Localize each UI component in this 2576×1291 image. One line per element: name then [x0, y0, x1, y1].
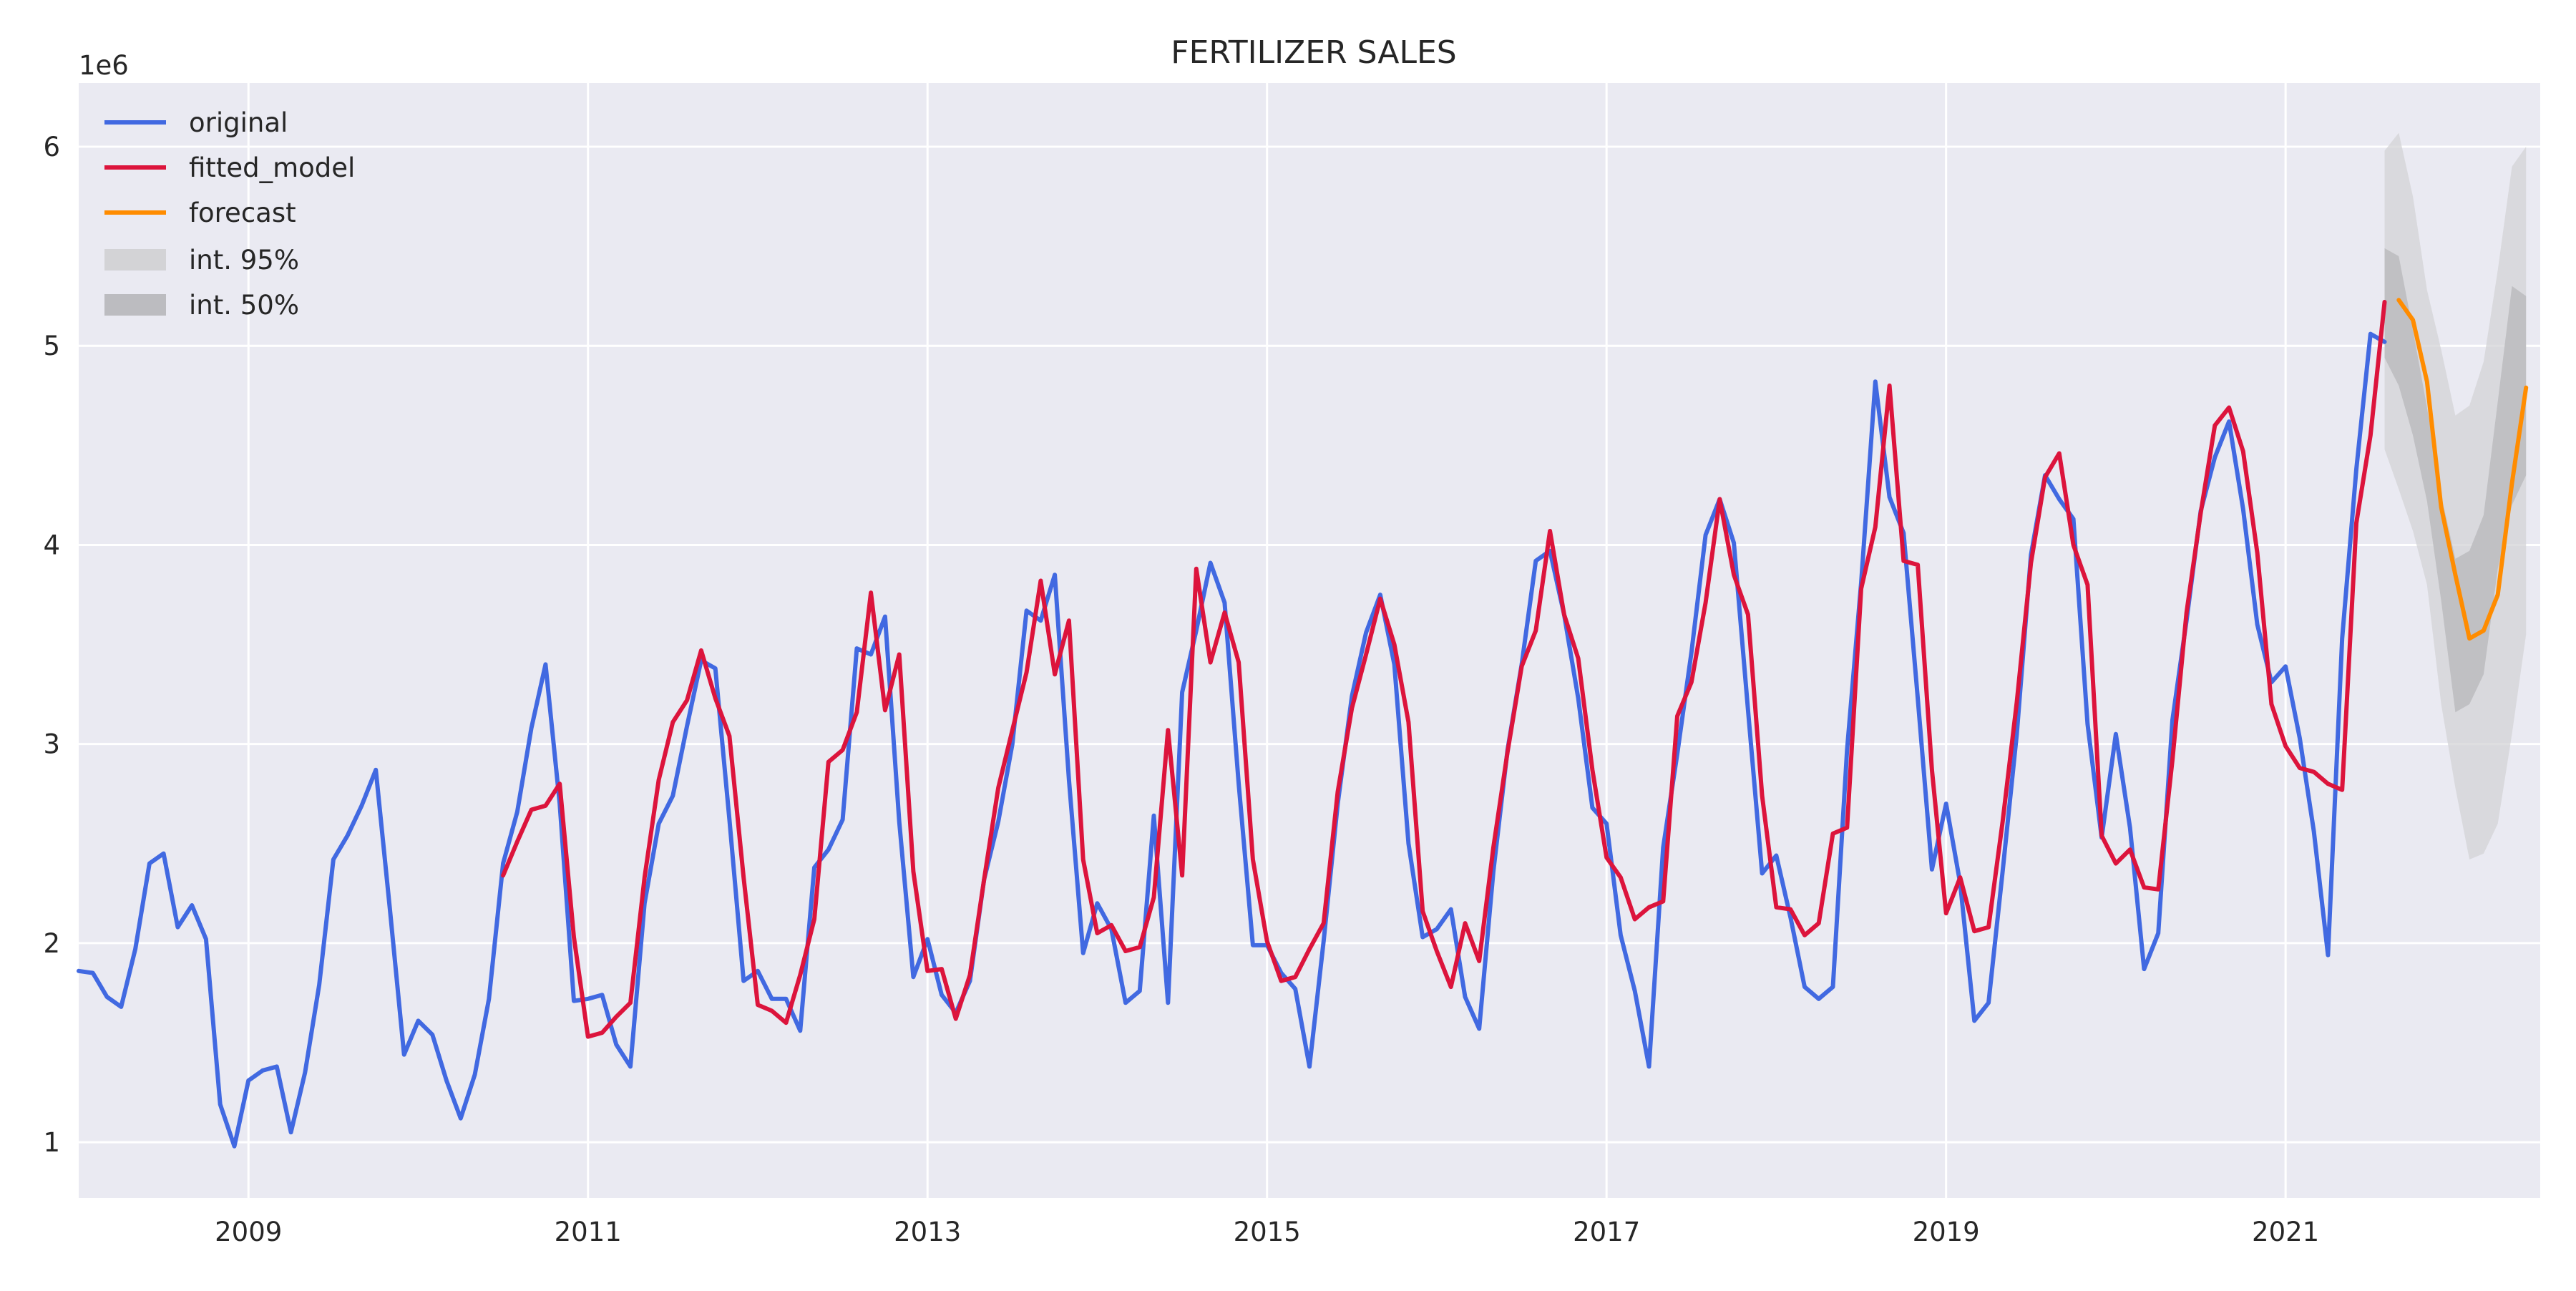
- x-tick-label: 2013: [894, 1217, 961, 1247]
- x-tick-label: 2021: [2252, 1217, 2319, 1247]
- legend-swatch-int-95: [104, 249, 166, 271]
- legend-label-int-95: int. 95%: [189, 245, 299, 276]
- legend-swatch-int-50: [104, 294, 166, 316]
- legend: original fitted_model forecast int. 95% …: [104, 107, 355, 321]
- y-tick-label: 3: [43, 729, 60, 760]
- series-line-forecast: [2396, 298, 2529, 641]
- series-line-original: [77, 331, 2387, 1149]
- grid-lines: [79, 83, 2540, 1198]
- y-tick-label: 4: [43, 530, 60, 560]
- plot-area: [79, 83, 2540, 1198]
- interval-95-band: [2384, 132, 2527, 860]
- y-axis: 1 2 3 4 5 6: [43, 132, 60, 1158]
- interval-50-band: [2384, 248, 2527, 713]
- legend-label-fitted-model: fitted_model: [189, 152, 355, 183]
- series-lines: [77, 298, 2529, 1149]
- legend-label-original: original: [189, 107, 288, 138]
- x-tick-label: 2019: [1913, 1217, 1980, 1247]
- x-tick-label: 2009: [215, 1217, 282, 1247]
- chart-title: FERTILIZER SALES: [1171, 34, 1456, 71]
- x-tick-label: 2015: [1234, 1217, 1301, 1247]
- y-tick-label: 6: [43, 132, 60, 162]
- legend-label-int-50: int. 50%: [189, 290, 299, 321]
- x-tick-label: 2011: [555, 1217, 622, 1247]
- y-tick-label: 2: [43, 928, 60, 959]
- legend-label-forecast: forecast: [189, 198, 296, 228]
- y-tick-label: 5: [43, 331, 60, 361]
- x-axis: 2009 2011 2013 2015 2017 2019 2021: [215, 1217, 2319, 1247]
- interval-bands: [2384, 132, 2527, 860]
- series-line-fitted-model: [501, 300, 2387, 1039]
- y-tick-label: 1: [43, 1127, 60, 1158]
- y-offset-label: 1e6: [79, 50, 129, 81]
- x-tick-label: 2017: [1573, 1217, 1640, 1247]
